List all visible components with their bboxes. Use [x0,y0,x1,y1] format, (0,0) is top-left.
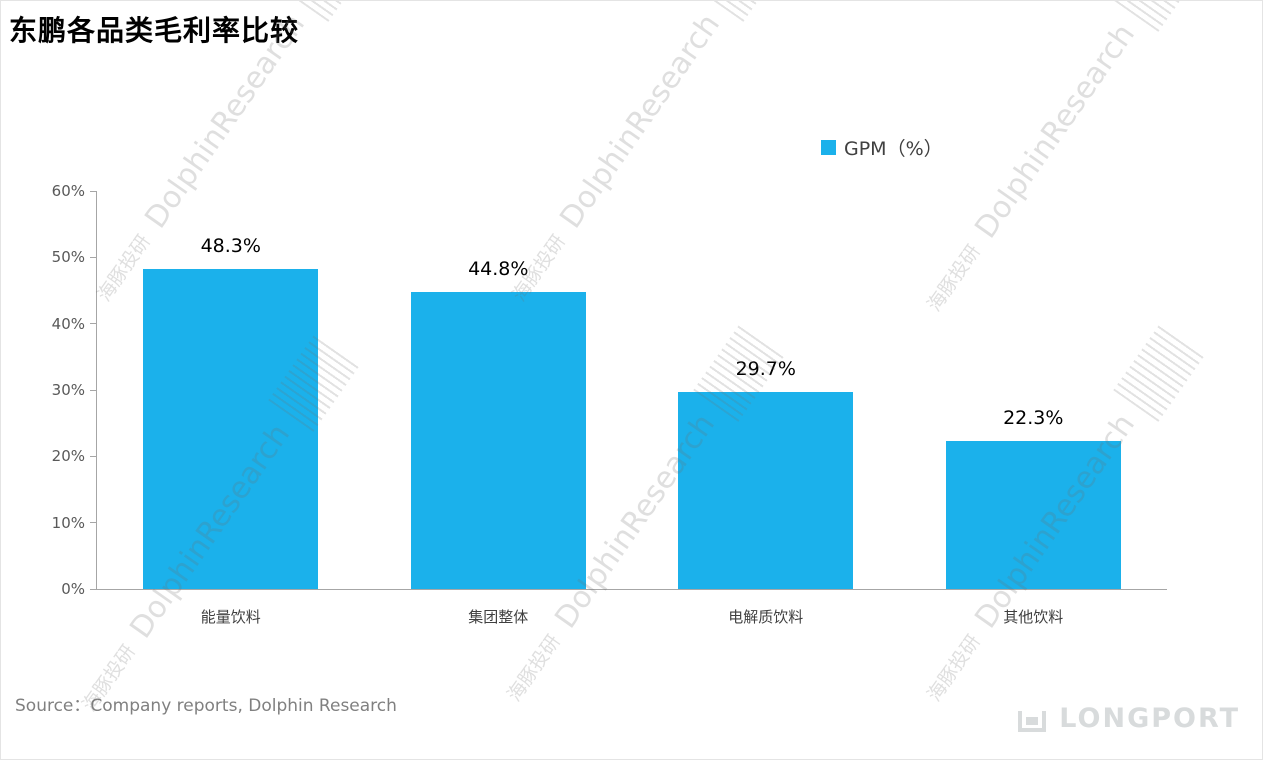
longport-logo-text: LONGPORT [1059,702,1240,734]
y-axis-tick: 0% [61,580,96,598]
bar-value-label: 44.8% [468,257,529,280]
y-axis-tick-label: 60% [51,182,85,200]
bar-value-label: 29.7% [735,358,796,380]
y-axis-tick-label: 40% [51,314,85,333]
y-axis-tick-label: 20% [51,447,85,466]
bar-其他饮料: 22.3% [945,407,1121,589]
watermark-cn-text: 海豚投研 [503,630,565,706]
legend: GPM（%） [821,134,943,161]
bar-group: 48.3% 能量饮料 [142,191,320,626]
y-axis-tick-label: 30% [51,381,85,399]
category-label: 其他饮料 [1003,608,1064,626]
y-axis-tick: 30% [52,381,96,399]
y-axis-tick-mark [90,389,96,391]
y-axis-tick-mark [90,455,96,457]
category-label: 能量饮料 [200,608,261,626]
y-axis-tick-label: 0% [61,580,85,598]
category-label: 电解质饮料 [728,608,804,626]
y-axis-tick-label: 10% [51,513,85,532]
longport-logo: LONGPORT [1015,701,1240,735]
watermark-hatch-icon [1113,1,1205,32]
bars-row: 48.3% 能量饮料 44.8% 集团整体 29.7% 电解质饮料 22.3% 其他饮料 [97,191,1167,626]
bar-group: 22.3% 其他饮料 [944,191,1122,626]
y-axis-tick-mark [90,522,96,524]
y-axis-tick-mark [90,190,96,192]
y-axis-tick-mark [90,323,96,325]
y-axis-tick: 40% [52,315,96,333]
y-axis-tick: 50% [52,248,96,266]
y-axis-tick-label: 50% [51,248,85,267]
longport-logo-icon [1018,711,1047,732]
y-axis-tick: 10% [52,514,96,532]
source-note: Source：Company reports, Dolphin Research [15,696,397,716]
y-axis-tick: 20% [52,447,96,465]
y-axis-tick-mark [90,588,96,590]
legend-swatch-icon [821,140,836,155]
y-axis: 60% 50% 40% 30% 20% 10% 0% [41,182,96,598]
y-axis-tick-mark [90,256,96,258]
bar-电解质饮料: 29.7% [678,358,854,589]
legend-label: GPM（%） [844,138,943,160]
bar-group: 44.8% 集团整体 [409,191,587,626]
bar-集团整体: 44.8% [410,258,586,589]
bar-能量饮料: 48.3% [143,235,319,589]
bar-group: 29.7% 电解质饮料 [677,191,855,626]
category-label: 集团整体 [468,608,529,626]
watermark-hatch-icon [698,1,790,22]
bar-value-label: 48.3% [200,234,261,257]
watermark-cn-text: 海豚投研 [923,630,985,706]
plot-area: 48.3% 能量饮料 44.8% 集团整体 29.7% 电解质饮料 22.3% 其他饮料 [96,191,1167,626]
chart-title: 东鹏各品类毛利率比较 [9,14,300,47]
bar-value-label: 22.3% [1003,407,1064,430]
y-axis-tick: 60% [52,182,96,200]
